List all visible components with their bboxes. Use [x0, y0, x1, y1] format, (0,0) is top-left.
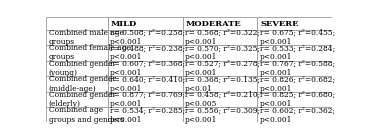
Text: Combined age
groups and genders: Combined age groups and genders [49, 106, 124, 124]
Text: SEVERE: SEVERE [260, 20, 299, 28]
Bar [108, 76, 183, 92]
Bar [108, 18, 183, 30]
Bar [258, 92, 332, 107]
Bar [258, 18, 332, 30]
Text: Combined gender
(young): Combined gender (young) [49, 60, 116, 77]
Text: r= 0.570; r²=0.325;
p<0.001: r= 0.570; r²=0.325; p<0.001 [185, 44, 260, 62]
Text: r= 0.568; r²=0.322;
p<0.001: r= 0.568; r²=0.322; p<0.001 [185, 29, 260, 46]
Text: r= 0.607; r²=0.368;
p<0.001: r= 0.607; r²=0.368; p<0.001 [110, 60, 185, 77]
Text: r= 0.534; r²=0.285;
p<0.001: r= 0.534; r²=0.285; p<0.001 [110, 106, 185, 124]
Bar [183, 18, 258, 30]
Bar [183, 61, 258, 76]
Bar [108, 107, 183, 123]
Bar [183, 92, 258, 107]
Text: Combined gender
(elderly): Combined gender (elderly) [49, 91, 116, 108]
Text: r= 0.640; r²=0.410;
p<0.001: r= 0.640; r²=0.410; p<0.001 [110, 75, 186, 92]
Text: r= 0.767; r²=0.588;
p<0.001: r= 0.767; r²=0.588; p<0.001 [260, 60, 335, 77]
Bar [108, 30, 183, 45]
Text: r= 0.556; r²=0.309;
p<0.001: r= 0.556; r²=0.309; p<0.001 [185, 106, 260, 124]
Text: r= 0.527; r²=0.278;
p<0.001: r= 0.527; r²=0.278; p<0.001 [185, 60, 260, 77]
Bar [46, 107, 108, 123]
Bar [46, 18, 108, 30]
Bar [183, 76, 258, 92]
Bar [258, 45, 332, 61]
Text: r= 0.368; r²=0.135;
p<0.01: r= 0.368; r²=0.135; p<0.01 [185, 75, 260, 92]
Bar [258, 30, 332, 45]
Text: MODERATE: MODERATE [185, 20, 241, 28]
Text: r= 0.675; r²=0.455;
p<0.001: r= 0.675; r²=0.455; p<0.001 [260, 29, 335, 46]
Bar [183, 107, 258, 123]
Text: MILD: MILD [110, 20, 137, 28]
Text: r= 0.826; r²=0.682;
p<0.001: r= 0.826; r²=0.682; p<0.001 [260, 75, 335, 92]
Text: Combined male age
groups: Combined male age groups [49, 29, 124, 46]
Bar [258, 76, 332, 92]
Text: Combined gender
(middle-age): Combined gender (middle-age) [49, 75, 116, 92]
Text: r= 0.877; r²=0.769;
p<0.001: r= 0.877; r²=0.769; p<0.001 [110, 91, 185, 108]
Text: r= 0.825; r²=0.680;
p<0.001: r= 0.825; r²=0.680; p<0.001 [260, 91, 335, 108]
Bar [46, 76, 108, 92]
Bar [46, 92, 108, 107]
Text: Combined female age
groups: Combined female age groups [49, 44, 131, 62]
Bar [108, 92, 183, 107]
Bar [183, 45, 258, 61]
Text: r= 0.602; r²=0.362;
p<0.001: r= 0.602; r²=0.362; p<0.001 [260, 106, 335, 124]
Text: r= 0.533; r²=0.284;
p<0.001: r= 0.533; r²=0.284; p<0.001 [260, 44, 335, 62]
Bar [108, 61, 183, 76]
Bar [46, 61, 108, 76]
Bar [108, 45, 183, 61]
Bar [258, 107, 332, 123]
Text: r= 0.508; r²=0.258;
p<0.001: r= 0.508; r²=0.258; p<0.001 [110, 29, 185, 46]
Bar [46, 30, 108, 45]
Text: r= 0.488; r²=0.238;
p<0.001: r= 0.488; r²=0.238; p<0.001 [110, 44, 185, 62]
Bar [258, 61, 332, 76]
Bar [46, 45, 108, 61]
Text: r= 0.458; r²=0.210;
p<0.005: r= 0.458; r²=0.210; p<0.005 [185, 91, 260, 108]
Bar [183, 30, 258, 45]
